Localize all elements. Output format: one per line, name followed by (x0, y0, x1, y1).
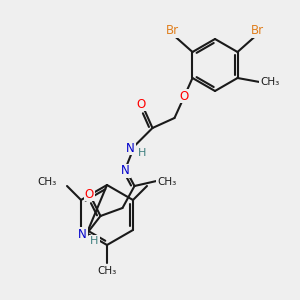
Text: CH₃: CH₃ (98, 266, 117, 276)
Text: O: O (180, 89, 189, 103)
Text: O: O (137, 98, 146, 110)
Text: N: N (78, 227, 87, 241)
Text: O: O (85, 188, 94, 200)
Text: CH₃: CH₃ (157, 177, 176, 187)
Text: H: H (90, 236, 99, 246)
Text: CH₃: CH₃ (157, 176, 176, 186)
Text: Br: Br (251, 25, 264, 38)
Text: CH₃: CH₃ (260, 77, 279, 87)
Text: CH₃: CH₃ (38, 177, 57, 187)
Text: N: N (121, 164, 130, 178)
Text: N: N (126, 142, 135, 154)
Text: H: H (138, 148, 147, 158)
Text: Br: Br (166, 25, 179, 38)
